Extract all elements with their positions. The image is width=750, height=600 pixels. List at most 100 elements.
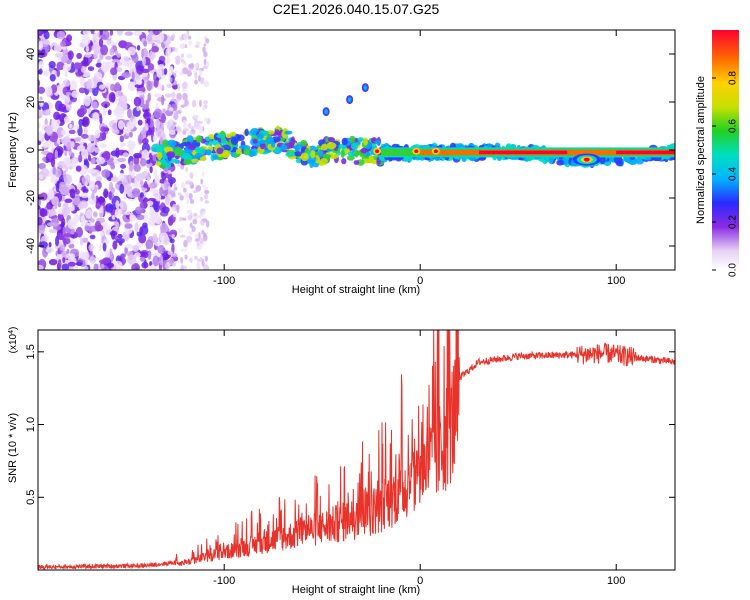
spectrogram-noise-blob [50, 122, 59, 129]
spectrogram-noise-blob [98, 84, 106, 90]
spectrogram-ridge-blob [271, 136, 281, 143]
spectrogram-noise-blob [197, 215, 203, 219]
spectrogram-noise-blob [159, 186, 164, 196]
spectrogram-noise-blob [179, 234, 186, 238]
spectrogram-noise-blob [69, 188, 76, 199]
spectrogram-noise-blob [149, 260, 153, 267]
spectrogram-ridge-blob [157, 151, 163, 161]
spectrogram-noise-blob [103, 188, 109, 199]
spectrogram-ridge-blob [295, 158, 302, 164]
spectrogram-noise-blob [194, 233, 200, 240]
spectrogram-noise-blob [64, 71, 68, 78]
snr-y-tick-label: 0.5 [25, 490, 37, 505]
spectrogram-noise-blob [194, 44, 200, 48]
spectrogram-noise-blob [136, 214, 145, 221]
spectrogram-noise-blob [83, 95, 91, 107]
spectrogram-noise-blob [142, 222, 148, 229]
spectrogram-noise-blob [60, 221, 65, 228]
spectrogram-noise-blob [158, 32, 165, 43]
spectrogram-noise-blob [38, 199, 42, 206]
spectrogram-noise-blob [56, 253, 63, 261]
spectrogram-noise-blob [186, 235, 193, 243]
spectrogram-noise-blob [89, 256, 97, 264]
spectrogram-noise-blob [143, 40, 148, 47]
spectrogram-noise-blob [155, 128, 165, 139]
spectrogram-ridge-blob [191, 158, 199, 163]
spectrogram-ridge-blob [284, 130, 293, 135]
spectrogram-noise-blob [46, 222, 56, 227]
spectrogram-noise-blob [78, 87, 86, 94]
spectrogram-noise-blob [136, 65, 144, 75]
spectrogram-noise-blob [202, 65, 208, 70]
spectrogram-noise-blob [87, 66, 95, 72]
spectrogram-ridge-blob [319, 157, 328, 166]
spectrogram-noise-blob [190, 62, 195, 70]
spectrogram-noise-blob [174, 47, 179, 53]
spectrogram-noise-blob [126, 108, 132, 119]
spectrogram-ridge-blob [327, 137, 335, 142]
spectrogram-noise-blob [105, 203, 114, 213]
spectrogram-noise-blob [199, 99, 202, 108]
spectrogram-noise-blob [179, 71, 184, 76]
spectrogram-noise-blob [42, 70, 49, 77]
spectrogram-noise-blob [96, 156, 106, 165]
spectrogram-noise-blob [203, 264, 210, 270]
spectrogram-noise-blob [137, 119, 143, 126]
spectrogram-noise-blob [179, 195, 184, 201]
spectrogram-panel: -100 0 100 -40 -20 0 20 40 Height of straight … [7, 29, 676, 296]
spectrogram-noise-blob [171, 253, 178, 258]
spectrogram-noise-blob [66, 141, 71, 151]
spectrogram-ridge-blob [365, 151, 371, 157]
spectrogram-noise-blob [112, 240, 118, 250]
spectrogram-noise-blob [186, 209, 193, 215]
spectrogram-noise-blob [194, 115, 199, 120]
spectrogram-x-ticks: -100 0 100 [213, 30, 625, 287]
spectrogram-noise-blob [79, 237, 84, 246]
spectrogram-noise-blob [99, 212, 103, 218]
spectrogram-noise-blob [108, 91, 116, 103]
spectrogram-noise-blob [120, 163, 127, 169]
spectrogram-noise-blob [162, 108, 166, 114]
spectrogram-noise-blob [141, 47, 149, 59]
spectrogram-noise-blob [48, 241, 52, 248]
spectrogram-noise-blob [191, 99, 197, 108]
spectrogram-noise-blob [110, 83, 116, 92]
spectrogram-ridge-blob [285, 152, 296, 157]
spectrogram-noise-blob [144, 123, 149, 132]
spectrogram-noise-blob [136, 44, 141, 51]
spectrogram-noise-blob [93, 49, 99, 60]
spectrogram-noise-blob [46, 201, 53, 210]
spectrogram-noise-blob [159, 222, 169, 234]
spectrogram-noise-blob [173, 212, 177, 218]
spectrogram-noise-blob [140, 192, 144, 199]
spectrogram-noise-blob [194, 238, 200, 242]
spectrogram-noise-blob [205, 220, 210, 228]
spectrogram-noise-blob [57, 201, 62, 208]
spectrogram-ridge-blob [159, 163, 168, 169]
spectrogram-noise-blob [182, 67, 189, 75]
spectrogram-noise-blob [62, 206, 71, 216]
spectrogram-noise-blob [55, 183, 60, 193]
spectrogram-ridge-blob [613, 155, 623, 165]
spectrogram-noise-blob [38, 60, 45, 69]
spectrogram-noise-blob [48, 209, 57, 216]
snr-y-scale: (x104) [8, 327, 20, 354]
spectrogram-noise-blob [109, 48, 115, 56]
spectrogram-noise-blob [202, 232, 207, 238]
spectrogram-ridge-blob [265, 136, 275, 145]
spectrogram-noise-blob [104, 250, 110, 259]
spectrogram-branch-blob [324, 109, 328, 115]
spectrogram-noise-blob [164, 93, 172, 98]
spectrogram-noise-blob [63, 186, 70, 196]
spectrogram-x-label: Height of straight line (km) [292, 284, 420, 296]
spectrogram-noise-blob [152, 35, 161, 41]
spectrogram-noise-blob [149, 166, 153, 174]
spectrogram-noise-blob [73, 62, 83, 70]
spectrogram-noise-blob [45, 86, 53, 96]
snr-x-tick-label: 0 [417, 575, 423, 587]
spectrogram-noise-blob [182, 32, 189, 41]
spectrogram-x-tick-label: -100 [213, 275, 235, 287]
spectrogram-noise-blob [54, 168, 62, 178]
spectrogram-noise-blob [38, 99, 44, 107]
spectrogram-ridge-blob [341, 157, 347, 165]
